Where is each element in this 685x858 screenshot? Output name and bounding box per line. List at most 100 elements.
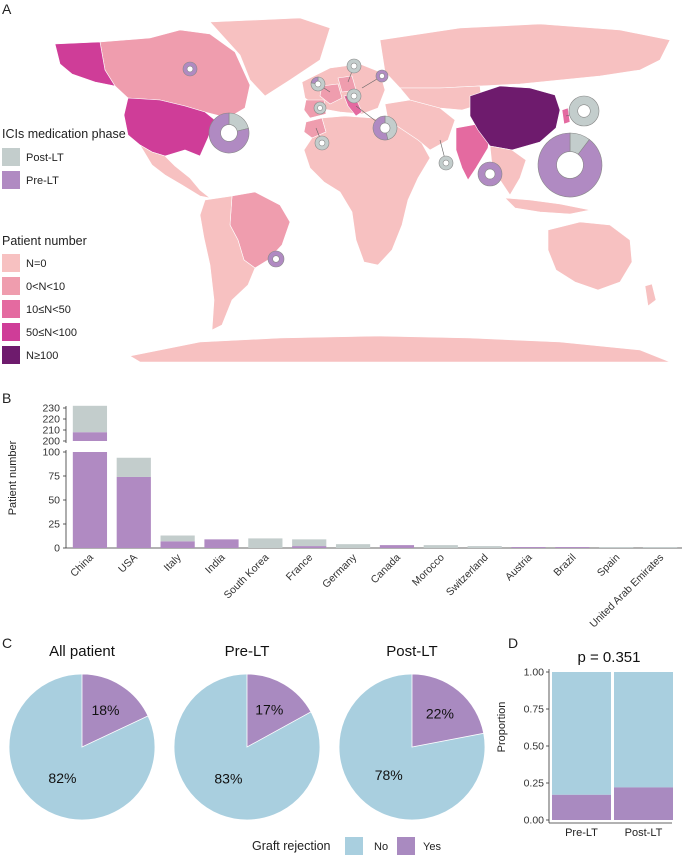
b-xtick-label-canada: Canada bbox=[369, 552, 404, 587]
bar-pre-upper-china bbox=[72, 432, 108, 441]
b-xtick-label-france: France bbox=[284, 552, 316, 584]
phase-legend: ICIs medication phase Post-LT Pre-LT bbox=[2, 127, 126, 189]
panel-label-a: A bbox=[2, 1, 12, 17]
donut-united-arab-emirates-hole bbox=[442, 159, 450, 167]
country-china bbox=[469, 85, 561, 151]
country-africa-rest bbox=[303, 115, 431, 266]
donut-germany bbox=[346, 58, 362, 74]
bar-post-germany bbox=[335, 544, 371, 548]
donut-brazil bbox=[267, 250, 285, 268]
donut-china-hole bbox=[556, 151, 584, 179]
donut-brazil-hole bbox=[272, 255, 280, 263]
patient-legend: Patient number N=0 0<N<10 10≤N<50 50≤N<1… bbox=[2, 234, 87, 364]
panel-label-b: B bbox=[2, 390, 11, 406]
world-map bbox=[54, 17, 671, 363]
graft-legend-label-yes: Yes bbox=[423, 841, 441, 853]
b-xtick-label-italy: Italy bbox=[162, 551, 185, 574]
patient-legend-label-0: N=0 bbox=[26, 258, 47, 270]
donut-india-hole bbox=[484, 168, 496, 180]
phase-legend-title: ICIs medication phase bbox=[2, 127, 126, 141]
d-ytick-label: 0.50 bbox=[524, 741, 545, 753]
d-ytick-label: 0.25 bbox=[524, 778, 545, 790]
donut-south-korea-hole bbox=[577, 104, 591, 118]
b-xtick-label-united-arab-emirates: United Arab Emirates bbox=[588, 552, 667, 631]
donut-italy bbox=[372, 115, 398, 141]
pie-label-yes-pre-lt: 17% bbox=[255, 701, 283, 717]
country-usa bbox=[123, 97, 216, 157]
patient-legend-swatch-1 bbox=[2, 277, 20, 295]
patient-legend-swatch-0 bbox=[2, 254, 20, 272]
bar-post-upper-china bbox=[72, 405, 108, 433]
d-xtick-label-post-lt: Post-LT bbox=[625, 827, 663, 839]
graft-legend-title: Graft rejection bbox=[252, 839, 331, 853]
patient-legend-label-1: 0<N<10 bbox=[26, 281, 65, 293]
country-alaska bbox=[54, 41, 116, 87]
b-ytick-label-upper: 200 bbox=[42, 436, 60, 448]
donut-france-hole bbox=[314, 80, 322, 88]
b-ytick-label-lower: 100 bbox=[42, 447, 60, 459]
patient-legend-swatch-4 bbox=[2, 346, 20, 364]
pie-label-no-all-patient: 82% bbox=[48, 770, 76, 786]
patient-legend-title: Patient number bbox=[2, 234, 87, 248]
donut-austria-hole bbox=[379, 73, 385, 79]
b-ytick-label-lower: 25 bbox=[48, 519, 60, 531]
phase-legend-swatch-post bbox=[2, 148, 20, 166]
b-xtick-label-south-korea: South Korea bbox=[222, 552, 272, 602]
b-xtick-label-brazil: Brazil bbox=[551, 552, 578, 579]
pie-title-post-lt: Post-LT bbox=[386, 643, 437, 660]
country-south-america-rest bbox=[199, 195, 256, 331]
b-ytick-label-upper: 230 bbox=[42, 403, 60, 415]
donut-switzerland-hole bbox=[350, 92, 358, 100]
bar-post-morocco bbox=[423, 545, 458, 548]
donut-usa bbox=[208, 112, 250, 154]
pie-charts: All patient 18% 82% Pre-LT 17% 83% Post-LT 22% 7… bbox=[8, 643, 486, 821]
patient-legend-swatch-3 bbox=[2, 323, 20, 341]
donut-united-arab-emirates bbox=[438, 155, 454, 171]
country-indonesia bbox=[504, 197, 591, 215]
donut-spain-hole bbox=[317, 105, 323, 111]
donut-india bbox=[477, 161, 503, 187]
panel-label-d: D bbox=[508, 635, 518, 651]
d-bar-yes-post-lt bbox=[614, 787, 673, 820]
pie-label-yes-all-patient: 18% bbox=[91, 702, 119, 718]
pie-label-no-post-lt: 78% bbox=[375, 767, 403, 783]
country-mexico bbox=[139, 144, 211, 199]
d-xtick-label-pre-lt: Pre-LT bbox=[565, 827, 598, 839]
donut-morocco bbox=[314, 135, 330, 151]
graft-legend-swatch-yes bbox=[397, 837, 415, 855]
graft-legend-swatch-no bbox=[345, 837, 363, 855]
phase-legend-label-pre: Pre-LT bbox=[26, 175, 59, 187]
b-xtick-label-usa: USA bbox=[116, 552, 140, 576]
donut-italy-hole bbox=[379, 122, 391, 134]
pie-slice-yes-all-patient bbox=[81, 673, 149, 748]
bar-pre-china bbox=[72, 452, 108, 548]
pie-label-yes-post-lt: 22% bbox=[426, 705, 454, 721]
donut-switzerland bbox=[346, 88, 362, 104]
bar-pre-canada bbox=[379, 545, 415, 548]
pie-title-all-patient: All patient bbox=[49, 643, 116, 660]
graft-legend-label-no: No bbox=[374, 841, 388, 853]
b-xtick-label-india: India bbox=[203, 552, 228, 577]
b-xtick-label-morocco: Morocco bbox=[410, 552, 447, 589]
proportion-chart-ylabel: Proportion bbox=[496, 702, 508, 753]
phase-legend-label-post: Post-LT bbox=[26, 152, 64, 164]
bar-post-spain bbox=[599, 547, 634, 548]
map-donuts bbox=[182, 58, 603, 268]
b-ytick-label-lower: 50 bbox=[48, 495, 60, 507]
bar-pre-france bbox=[292, 546, 327, 548]
bar-post-usa bbox=[116, 457, 151, 477]
donut-france bbox=[310, 76, 326, 92]
bar-post-france bbox=[292, 539, 327, 547]
d-bar-no-pre-lt bbox=[552, 672, 611, 795]
patient-legend-label-4: N≥100 bbox=[26, 350, 58, 362]
proportion-chart-title: p = 0.351 bbox=[578, 649, 641, 666]
graft-rejection-legend: Graft rejection No Yes bbox=[252, 837, 441, 855]
b-xtick-label-spain: Spain bbox=[595, 552, 623, 580]
d-bar-yes-pre-lt bbox=[552, 794, 611, 820]
b-ytick-label-upper: 220 bbox=[42, 414, 60, 426]
bar-pre-brazil bbox=[555, 547, 590, 548]
b-xtick-label-germany: Germany bbox=[320, 551, 360, 591]
b-xtick-label-austria: Austria bbox=[503, 552, 535, 584]
d-ytick-label: 0.75 bbox=[524, 704, 545, 716]
